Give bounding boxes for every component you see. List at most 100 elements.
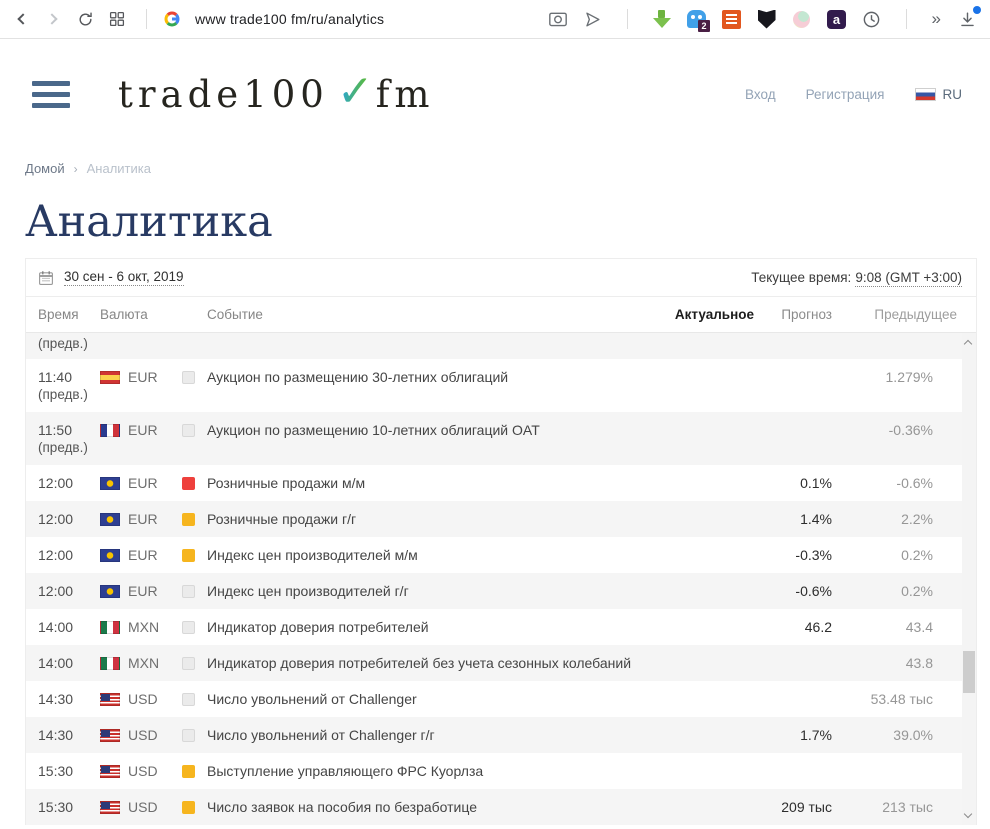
importance-indicator — [182, 693, 195, 707]
event-title[interactable]: Индикатор доверия потребителей — [207, 619, 429, 636]
previous-value: 43.4 — [905, 619, 933, 636]
event-title[interactable]: Розничные продажи г/г — [207, 511, 357, 528]
back-icon — [16, 13, 29, 25]
currency-code: EUR — [128, 422, 158, 439]
importance-indicator — [182, 801, 195, 815]
scrollbar-thumb[interactable] — [963, 651, 975, 694]
shield-icon — [757, 9, 776, 29]
back-button[interactable] — [8, 6, 34, 32]
calendar-row[interactable]: 14:00 MXN Индикатор доверия потребителей… — [26, 609, 976, 645]
logo-check-icon: ✓ — [336, 65, 374, 117]
importance-indicator — [182, 657, 195, 671]
header-actual: Актуальное — [674, 307, 754, 323]
event-title[interactable]: Аукцион по размещению 30-летних облигаци… — [207, 369, 509, 386]
overflow-menu-button[interactable]: » — [931, 9, 941, 28]
breadcrumb-home[interactable]: Домой — [25, 161, 65, 176]
purple-app-icon: a — [827, 9, 847, 29]
forecast-value: -0.3% — [795, 547, 832, 564]
language-switcher[interactable]: RU — [914, 87, 962, 102]
extension-ghost[interactable]: 2 — [686, 8, 711, 32]
calendar-row[interactable]: 11:50 (предв.) EUR Аукцион по размещению… — [26, 412, 976, 466]
toolbar-divider — [146, 9, 147, 29]
site-logo[interactable]: trade100 ✓ fm — [118, 65, 434, 120]
scroll-down-icon[interactable] — [963, 809, 973, 819]
row-time: 15:30 — [38, 763, 74, 780]
login-link[interactable]: Вход — [745, 86, 776, 102]
calendar-row[interactable]: 14:00 MXN Индикатор доверия потребителей… — [26, 645, 976, 682]
date-range-picker[interactable]: 30 сен - 6 окт, 2019 — [64, 269, 184, 287]
previous-value: 2.2% — [901, 511, 933, 528]
event-title[interactable]: Индикатор доверия потребителей без учета… — [207, 655, 632, 672]
forward-icon — [45, 13, 58, 25]
forward-button[interactable] — [40, 6, 66, 32]
extension-pastel[interactable] — [791, 8, 813, 30]
tabs-grid-button[interactable] — [104, 6, 130, 32]
currency-code: EUR — [128, 511, 158, 528]
row-time: 14:30 — [38, 727, 74, 744]
toolbar-right: 2 a » — [547, 6, 981, 32]
sphere-icon — [793, 10, 811, 28]
event-title[interactable]: Индекс цен производителей г/г — [207, 583, 409, 600]
previous-value: 39.0% — [893, 727, 933, 744]
mexico-flag-icon — [100, 657, 120, 671]
event-title[interactable]: Число увольнений от Challenger г/г — [207, 727, 435, 744]
ghost-icon: 2 — [687, 10, 711, 32]
scrollbar-track[interactable] — [962, 333, 976, 826]
history-button[interactable] — [861, 8, 883, 30]
calendar-row-partial[interactable]: (предв.) — [26, 333, 976, 360]
current-time-value[interactable]: 9:08 (GMT +3:00) — [855, 270, 962, 288]
refresh-button[interactable] — [72, 6, 98, 32]
address-bar[interactable]: www trade100 fm/ru/analytics — [195, 11, 385, 27]
france-flag-icon — [100, 424, 120, 438]
downloads-button[interactable] — [956, 6, 981, 30]
row-time: 15:30 — [38, 799, 74, 816]
calendar-row[interactable]: 12:00 EUR Розничные продажи г/г 1.4% 2.2… — [26, 501, 976, 538]
calendar-row[interactable]: 12:00 EUR Розничные продажи м/м 0.1% -0.… — [26, 465, 976, 501]
row-time: 12:00 — [38, 547, 74, 564]
screenshot-button[interactable] — [547, 8, 569, 30]
extension-reader[interactable] — [721, 8, 743, 30]
extension-download-arrow[interactable] — [651, 8, 673, 30]
russia-flag-icon — [914, 87, 936, 101]
scroll-up-icon[interactable] — [963, 339, 973, 349]
event-title[interactable]: Аукцион по размещению 10-летних облигаци… — [207, 422, 540, 439]
filter-bar: 30 сен - 6 окт, 2019 Текущее время: 9:08 … — [26, 259, 976, 298]
currency-code: EUR — [128, 369, 158, 386]
event-title[interactable]: Розничные продажи м/м — [207, 475, 366, 492]
calendar-row[interactable]: 15:30 USD Число заявок на пособия по без… — [26, 789, 976, 826]
calendar-row[interactable]: 12:00 EUR Индекс цен производителей м/м … — [26, 537, 976, 573]
toolbar-divider — [626, 9, 628, 29]
header-event: Событие — [207, 307, 263, 323]
event-title[interactable]: Число заявок на пособия по безработице — [207, 799, 478, 816]
register-link[interactable]: Регистрация — [805, 86, 885, 102]
spain-flag-icon — [100, 371, 120, 385]
header-time: Время — [38, 307, 79, 323]
extension-purple-app[interactable]: a — [826, 8, 848, 30]
extension-shield[interactable] — [756, 8, 778, 30]
header-previous: Предыдущее — [874, 307, 957, 323]
previous-value: 0.2% — [901, 547, 933, 564]
calendar-row[interactable]: 14:30 USD Число увольнений от Challenger… — [26, 681, 976, 717]
importance-indicator — [182, 477, 195, 491]
usa-flag-icon — [100, 729, 120, 743]
event-title[interactable]: Индекс цен производителей м/м — [207, 547, 418, 564]
calendar-row[interactable]: 11:40 (предв.) EUR Аукцион по размещению… — [26, 359, 976, 412]
row-time-note: (предв.) — [38, 387, 88, 403]
calendar-row[interactable]: 14:30 USD Число увольнений от Challenger… — [26, 717, 976, 754]
menu-button[interactable] — [32, 80, 70, 108]
calendar-row[interactable]: 15:30 USD Выступление управляющего ФРС К… — [26, 753, 976, 789]
forecast-value: 0.1% — [800, 475, 832, 492]
event-title[interactable]: Число увольнений от Challenger — [207, 691, 417, 708]
download-notification-dot — [973, 6, 981, 14]
row-time: 11:50 — [38, 422, 72, 439]
calendar-row[interactable]: 12:00 EUR Индекс цен производителей г/г … — [26, 573, 976, 610]
event-title[interactable]: Выступление управляющего ФРС Куорлза — [207, 763, 484, 780]
header-currency: Валюта — [100, 307, 148, 323]
grid-icon — [109, 11, 125, 27]
table-header: Время Валюта Событие Актуальное Прогноз … — [26, 297, 976, 334]
reader-icon — [722, 9, 742, 29]
forecast-value: 1.4% — [800, 511, 832, 528]
previous-value: 0.2% — [901, 583, 933, 600]
share-button[interactable] — [582, 8, 604, 30]
mexico-flag-icon — [100, 621, 120, 635]
